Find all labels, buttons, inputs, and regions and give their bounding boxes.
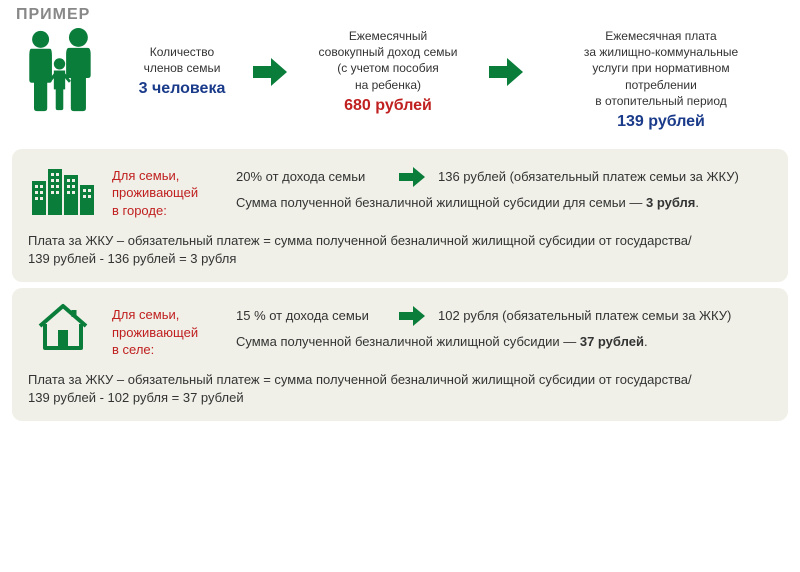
village-sum-c: . [644,334,648,349]
col3-value: 139 рублей [617,113,705,131]
city-sum-b: 3 рубля [646,195,695,210]
city-arrow-icon [398,167,426,187]
page-title: ПРИМЕР [16,6,90,24]
village-label: Для семьи, проживающей в селе: [112,300,222,359]
col-payment: Ежемесячная плата за жилищно-коммунальны… [534,28,788,131]
village-formula: Плата за ЖКУ – обязательный платеж = сум… [28,371,772,407]
house-icon [28,300,98,354]
city-label: Для семьи, проживающей в городе: [112,161,222,220]
city-formula: Плата за ЖКУ – обязательный платеж = сум… [28,232,772,268]
family-icon [12,28,112,116]
col-family-size: Количество членов семьи 3 человека [122,28,242,98]
arrow-1 [252,28,288,86]
col2-desc: Ежемесячный совокупный доход семьи (с уч… [319,28,458,93]
city-sum-c: . [695,195,699,210]
city-result: 136 рублей (обязательный платеж семьи за… [438,169,772,184]
village-sum-line: Сумма полученной безналичной жилищной су… [236,334,772,349]
village-percent: 15 % от дохода семьи [236,308,386,323]
col2-value: 680 рублей [344,97,432,115]
header-row: Количество членов семьи 3 человека Ежеме… [0,0,800,143]
city-icon [28,161,98,217]
arrow-2 [488,28,524,86]
city-percent: 20% от дохода семьи [236,169,386,184]
city-box: Для семьи, проживающей в городе: 20% от … [12,149,788,282]
village-sum-a: Сумма полученной безналичной жилищной су… [236,334,580,349]
village-sum-b: 37 рублей [580,334,644,349]
col1-value: 3 человека [139,80,226,98]
village-box: Для семьи, проживающей в селе: 15 % от д… [12,288,788,421]
col-income: Ежемесячный совокупный доход семьи (с уч… [298,28,478,115]
city-sum-a: Сумма полученной безналичной жилищной су… [236,195,646,210]
city-sum-line: Сумма полученной безналичной жилищной су… [236,195,772,210]
col1-desc: Количество членов семьи [144,44,221,76]
col3-desc: Ежемесячная плата за жилищно-коммунальны… [584,28,738,109]
village-result: 102 рубля (обязательный платеж семьи за … [438,308,772,323]
village-arrow-icon [398,306,426,326]
